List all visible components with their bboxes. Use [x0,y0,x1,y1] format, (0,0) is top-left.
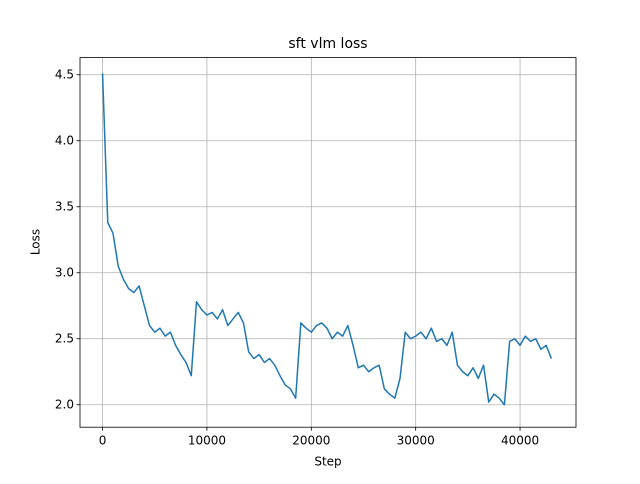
x-tick-label: 10000 [188,434,226,448]
x-tick-label: 0 [99,434,107,448]
y-tick-label: 2.0 [55,397,74,411]
y-tick-label: 2.5 [55,331,74,345]
x-tick-label: 30000 [397,434,435,448]
x-tick-label: 20000 [292,434,330,448]
y-tick-label: 3.0 [55,265,74,279]
y-tick-label: 3.5 [55,199,74,213]
y-tick-label: 4.0 [55,133,74,147]
plot-frame [79,57,577,428]
loss-line [101,73,553,406]
y-tick-label: 4.5 [55,67,74,81]
x-axis-label: Step [314,455,341,469]
y-axis-label: Loss [29,229,43,255]
chart-title: sft vlm loss [288,36,367,52]
x-tick-label: 40000 [501,434,539,448]
